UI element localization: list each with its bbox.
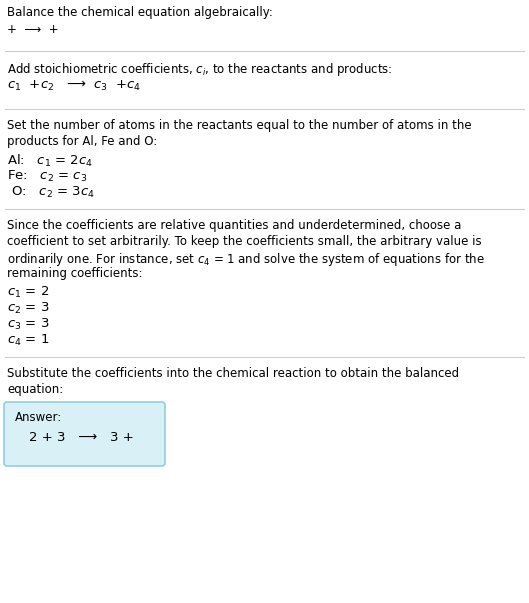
Text: Add stoichiometric coefficients, $c_i$, to the reactants and products:: Add stoichiometric coefficients, $c_i$, … — [7, 61, 393, 78]
Text: Substitute the coefficients into the chemical reaction to obtain the balanced: Substitute the coefficients into the che… — [7, 367, 459, 380]
Text: $c_1$  +$c_2$   ⟶  $c_3$  +$c_4$: $c_1$ +$c_2$ ⟶ $c_3$ +$c_4$ — [7, 79, 141, 93]
Text: Answer:: Answer: — [15, 411, 62, 424]
Text: products for Al, Fe and O:: products for Al, Fe and O: — [7, 135, 157, 148]
Text: remaining coefficients:: remaining coefficients: — [7, 267, 142, 280]
Text: Al:   $c_1$ = 2$c_4$: Al: $c_1$ = 2$c_4$ — [7, 153, 93, 169]
Text: Since the coefficients are relative quantities and underdetermined, choose a: Since the coefficients are relative quan… — [7, 219, 461, 232]
Text: Set the number of atoms in the reactants equal to the number of atoms in the: Set the number of atoms in the reactants… — [7, 119, 472, 132]
Text: $c_3$ = 3: $c_3$ = 3 — [7, 317, 49, 332]
Text: +  ⟶  +: + ⟶ + — [7, 23, 59, 36]
Text: $c_4$ = 1: $c_4$ = 1 — [7, 333, 49, 348]
Text: Balance the chemical equation algebraically:: Balance the chemical equation algebraica… — [7, 6, 273, 19]
Text: Fe:   $c_2$ = $c_3$: Fe: $c_2$ = $c_3$ — [7, 169, 87, 184]
Text: O:   $c_2$ = 3$c_4$: O: $c_2$ = 3$c_4$ — [7, 185, 95, 200]
Text: ordinarily one. For instance, set $c_4$ = 1 and solve the system of equations fo: ordinarily one. For instance, set $c_4$ … — [7, 251, 485, 268]
Text: 2 + 3   ⟶   3 +: 2 + 3 ⟶ 3 + — [29, 431, 134, 444]
Text: equation:: equation: — [7, 383, 63, 396]
Text: $c_1$ = 2: $c_1$ = 2 — [7, 285, 49, 300]
Text: coefficient to set arbitrarily. To keep the coefficients small, the arbitrary va: coefficient to set arbitrarily. To keep … — [7, 235, 481, 248]
FancyBboxPatch shape — [4, 402, 165, 466]
Text: $c_2$ = 3: $c_2$ = 3 — [7, 301, 49, 316]
